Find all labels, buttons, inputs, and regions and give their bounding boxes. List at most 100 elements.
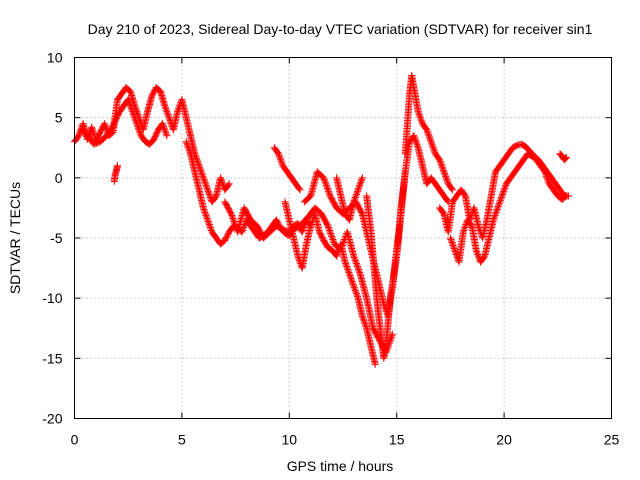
- data-point: [183, 139, 191, 147]
- data-point: [163, 109, 171, 117]
- data-point: [129, 109, 137, 117]
- data-point: [354, 186, 362, 194]
- data-point: [417, 115, 425, 123]
- data-point: [350, 284, 358, 292]
- data-point: [201, 208, 209, 216]
- data-point: [294, 252, 302, 260]
- data-point: [323, 221, 331, 229]
- data-point: [125, 97, 133, 105]
- data-point: [352, 290, 360, 298]
- data-point: [295, 185, 303, 193]
- data-point: [230, 217, 238, 225]
- data-point: [344, 266, 352, 274]
- data-point: [415, 111, 423, 119]
- data-point: [342, 261, 350, 269]
- data-point: [497, 195, 505, 203]
- data-point: [204, 186, 212, 194]
- y-tick-label: -5: [50, 230, 63, 246]
- data-point: [124, 96, 132, 104]
- data-point: [443, 177, 451, 185]
- data-point: [202, 210, 210, 218]
- data-point: [447, 237, 455, 245]
- data-point: [218, 177, 226, 185]
- data-point: [134, 123, 142, 131]
- data-point: [359, 315, 367, 323]
- data-point: [358, 209, 366, 217]
- data-point: [113, 162, 121, 170]
- data-point: [544, 177, 552, 185]
- data-point: [127, 105, 135, 113]
- data-point: [451, 246, 459, 254]
- data-point: [561, 155, 569, 163]
- data-point: [224, 181, 232, 189]
- data-point: [361, 320, 369, 328]
- data-point: [427, 136, 435, 144]
- data-point: [201, 178, 209, 186]
- data-point: [321, 178, 329, 186]
- data-point: [355, 184, 363, 192]
- data-point: [473, 248, 481, 256]
- data-point: [440, 168, 448, 176]
- data-point: [136, 129, 144, 137]
- x-tick-label: 5: [178, 432, 186, 448]
- data-point: [225, 180, 233, 188]
- data-point: [351, 195, 359, 203]
- data-point: [494, 204, 502, 212]
- data-point: [186, 148, 194, 156]
- data-point: [326, 226, 334, 234]
- data-point: [350, 254, 358, 262]
- x-axis-label: GPS time / hours: [287, 458, 394, 474]
- data-point: [327, 229, 335, 237]
- data-point: [436, 156, 444, 164]
- data-point: [102, 123, 110, 131]
- data-point: [500, 186, 508, 194]
- x-tick-labels: 0 5 10 15 20 25: [71, 432, 620, 448]
- data-point: [360, 317, 368, 325]
- data-point: [416, 112, 424, 120]
- data-point: [498, 192, 506, 200]
- data-point: [333, 251, 341, 259]
- data-point: [161, 102, 169, 110]
- data-point: [164, 111, 172, 119]
- data-point: [410, 132, 418, 140]
- data-point: [135, 127, 143, 135]
- data-point: [217, 174, 225, 182]
- data-point: [205, 190, 213, 198]
- data-point: [277, 156, 285, 164]
- data-point: [298, 228, 306, 236]
- data-point: [438, 162, 446, 170]
- data-point: [348, 276, 356, 284]
- data-point: [442, 172, 450, 180]
- data-point: [474, 252, 482, 260]
- data-point: [227, 209, 235, 217]
- y-tick-label: -15: [42, 350, 62, 366]
- data-point: [131, 115, 139, 123]
- data-point: [204, 216, 212, 224]
- data-point: [358, 175, 366, 183]
- data-point: [202, 181, 210, 189]
- axis-ticks: [74, 57, 612, 419]
- chart-title: Day 210 of 2023, Sidereal Day-to-day VTE…: [88, 21, 593, 37]
- data-point: [200, 175, 208, 183]
- data-point: [436, 157, 444, 165]
- data-point: [206, 223, 214, 231]
- data-point: [448, 239, 456, 247]
- data-point: [351, 257, 359, 265]
- data-point: [413, 139, 421, 147]
- x-tick-label: 15: [389, 432, 405, 448]
- data-point: [353, 291, 361, 299]
- data-point: [500, 187, 508, 195]
- data-point: [344, 267, 352, 275]
- data-point: [203, 214, 211, 222]
- data-point: [197, 168, 205, 176]
- data-point: [174, 106, 182, 114]
- data-point: [350, 282, 358, 290]
- data-point: [541, 168, 549, 176]
- data-point: [430, 145, 438, 153]
- data-point: [229, 214, 237, 222]
- data-point: [203, 183, 211, 191]
- data-point: [328, 232, 336, 240]
- data-point: [449, 186, 457, 194]
- data-point: [424, 129, 432, 137]
- data-point: [356, 180, 364, 188]
